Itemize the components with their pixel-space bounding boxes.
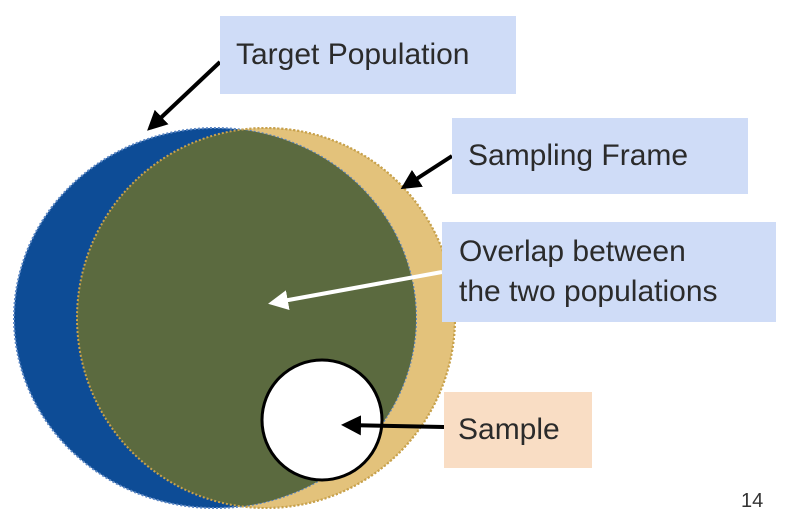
overlap-text-line2: the two populations [459,275,718,308]
sample-circle [260,358,384,482]
target-population-label: Target Population [220,16,516,94]
overlap-text-line1: Overlap between [459,235,686,268]
target-population-text: Target Population [236,38,470,71]
page-number: 14 [741,490,764,512]
sampling-frame-label: Sampling Frame [452,118,748,194]
sample-label: Sample [444,392,592,468]
overlap-arrow [268,270,443,310]
sampling-frame-arrow [400,154,454,190]
sampling-frame-text: Sampling Frame [468,139,689,172]
overlap-label: Overlap between the two populations [442,222,776,322]
target-population-arrow [147,60,222,131]
sample-text: Sample [458,413,560,446]
sample-arrow [341,415,445,436]
